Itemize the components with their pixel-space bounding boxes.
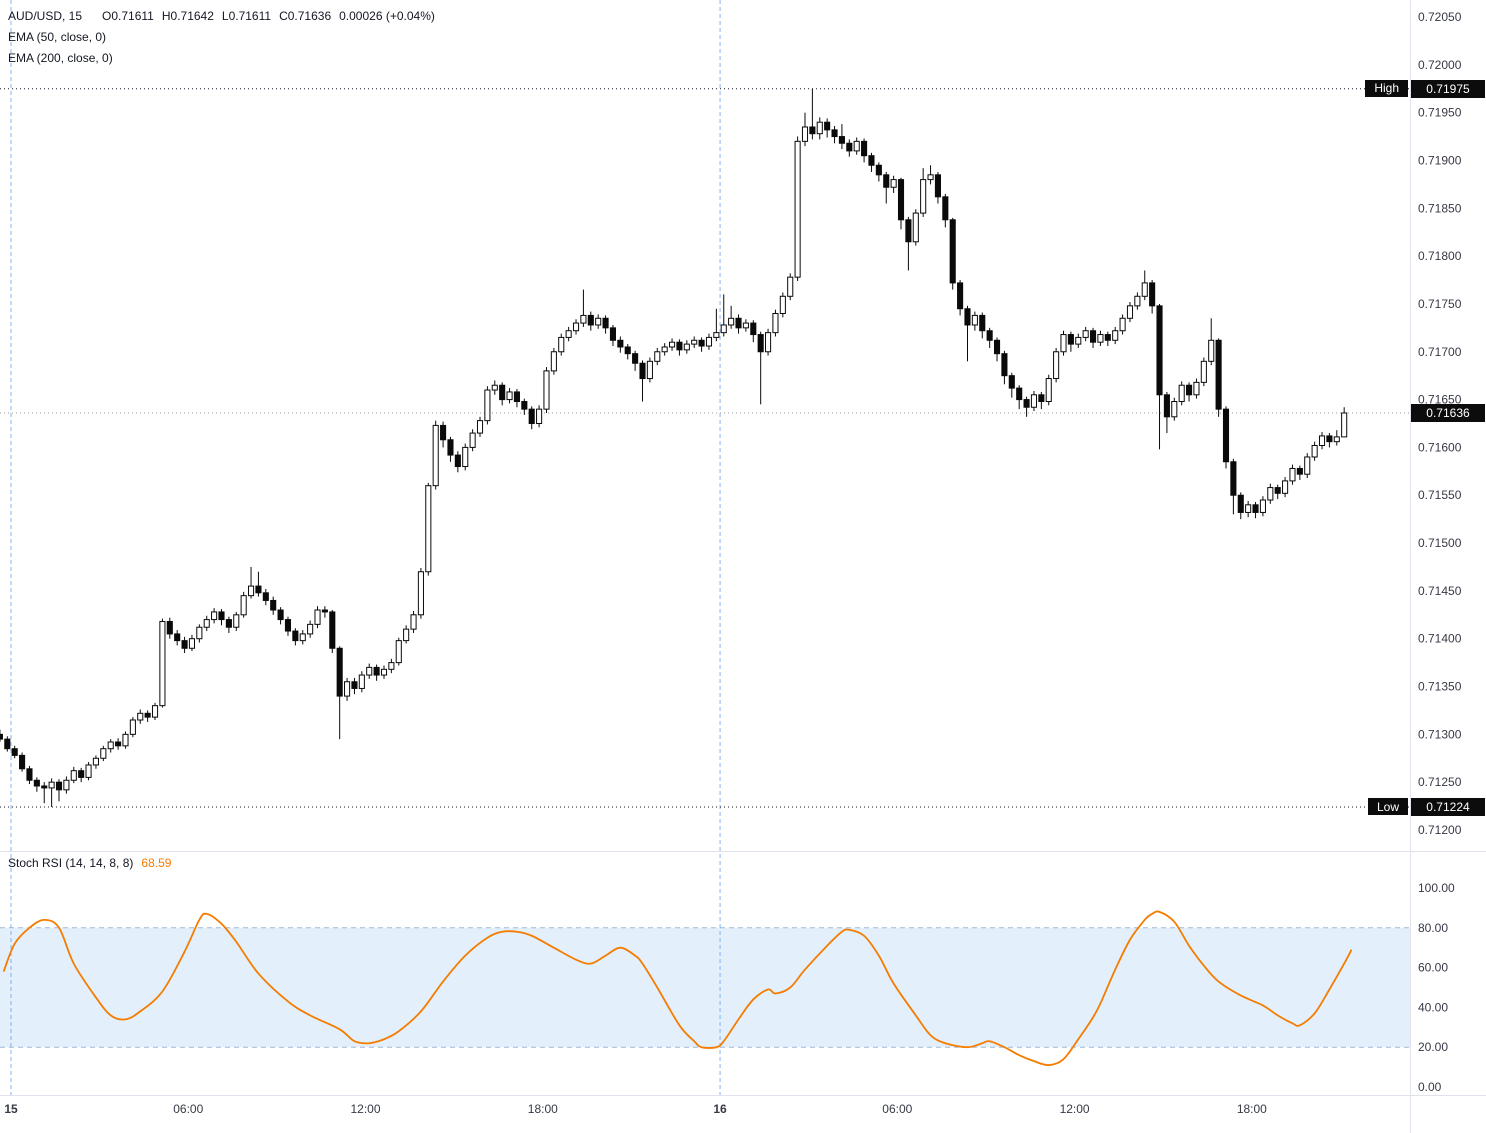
price-axis-label: 0.72000 (1418, 58, 1462, 72)
price-axis-label: 0.72050 (1418, 10, 1462, 24)
high-price-badge: 0.71975 (1411, 79, 1485, 98)
time-axis-label: 18:00 (528, 1102, 558, 1116)
rsi-axis-label: 40.00 (1418, 1000, 1448, 1014)
price-axis-label: 0.71600 (1418, 440, 1462, 454)
price-axis[interactable]: 0.72050 0.72000 0.71950 0.71900 0.71850 0.718… (1418, 10, 1462, 837)
price-axis-label: 0.71750 (1418, 297, 1462, 311)
price-axis-label: 0.71650 (1418, 393, 1462, 407)
rsi-band (0, 927, 1410, 1048)
price-axis-label: 0.71300 (1418, 727, 1462, 741)
time-axis-label: 12:00 (1060, 1102, 1090, 1116)
close-value: C0.71636 (279, 8, 332, 23)
ema50-legend-row[interactable]: EMA (50, close, 0) (8, 26, 435, 47)
price-axis-label: 0.71550 (1418, 488, 1462, 502)
ema200-legend-row[interactable]: EMA (200, close, 0) (8, 47, 435, 68)
price-axis-label: 0.71850 (1418, 201, 1462, 215)
ema200-label: EMA (200, close, 0) (8, 50, 113, 65)
price-axis-label: 0.71200 (1418, 823, 1462, 837)
low-value: L0.71611 (221, 8, 272, 23)
price-axis-label: 0.71700 (1418, 345, 1462, 359)
price-axis-label: 0.71400 (1418, 632, 1462, 646)
time-axis-label: 06:00 (882, 1102, 912, 1116)
high-value: H0.71642 (161, 8, 214, 23)
price-axis-label: 0.71500 (1418, 536, 1462, 550)
rsi-axis-label: 0.00 (1418, 1080, 1442, 1094)
time-axis-label: 12:00 (351, 1102, 381, 1116)
rsi-axis-label: 80.00 (1418, 921, 1448, 935)
stoch-rsi-value: 68.59 (141, 856, 172, 870)
symbol-legend-row[interactable]: AUD/USD, 15 O0.71611 H0.71642 L0.71611 C0.7… (8, 5, 435, 26)
price-axis-label: 0.71350 (1418, 680, 1462, 694)
ema50-label: EMA (50, close, 0) (8, 29, 107, 44)
rsi-axis-label: 60.00 (1418, 961, 1448, 975)
time-axis-label: 18:00 (1237, 1102, 1267, 1116)
time-axis-label: 15 (4, 1102, 18, 1116)
candles-layer (0, 88, 1348, 808)
change-value: 0.00026 (+0.04%) (339, 8, 435, 23)
stoch-rsi-title: Stoch RSI (14, 14, 8, 8) (8, 856, 134, 870)
price-axis-label: 0.71950 (1418, 106, 1462, 120)
stoch-rsi-legend-row[interactable]: Stoch RSI (14, 14, 8, 8) 68.59 (8, 856, 171, 870)
legend: AUD/USD, 15 O0.71611 H0.71642 L0.71611 C0.7… (8, 5, 435, 68)
time-axis-label: 16 (713, 1102, 727, 1116)
time-axis[interactable]: 15 06:00 12:00 18:00 16 06:00 12:00 18:00 (4, 1102, 1267, 1116)
rsi-axis-label: 20.00 (1418, 1040, 1448, 1054)
open-value: O0.71611 (102, 8, 154, 23)
symbol-title: AUD/USD, 15 (8, 8, 83, 23)
day-separator-lines (10, 0, 721, 1096)
time-axis-label: 06:00 (173, 1102, 203, 1116)
high-marker-label: High (1365, 79, 1408, 97)
price-axis-label: 0.71450 (1418, 584, 1462, 598)
ohlc-readout: O0.71611 H0.71642 L0.71611 C0.71636 0.00026 … (94, 9, 435, 23)
price-axis-label: 0.71900 (1418, 153, 1462, 167)
last-price-badge: 0.71636 (1411, 403, 1485, 422)
price-axis-label: 0.71250 (1418, 775, 1462, 789)
low-marker-label: Low (1367, 798, 1408, 816)
low-price-badge: 0.71224 (1411, 798, 1485, 817)
rsi-axis-label: 100.00 (1418, 881, 1455, 895)
price-axis-label: 0.71800 (1418, 249, 1462, 263)
rsi-axis[interactable]: 100.00 80.00 60.00 40.00 20.00 0.00 (1418, 881, 1455, 1094)
stoch-rsi-line (2, 910, 1353, 1067)
